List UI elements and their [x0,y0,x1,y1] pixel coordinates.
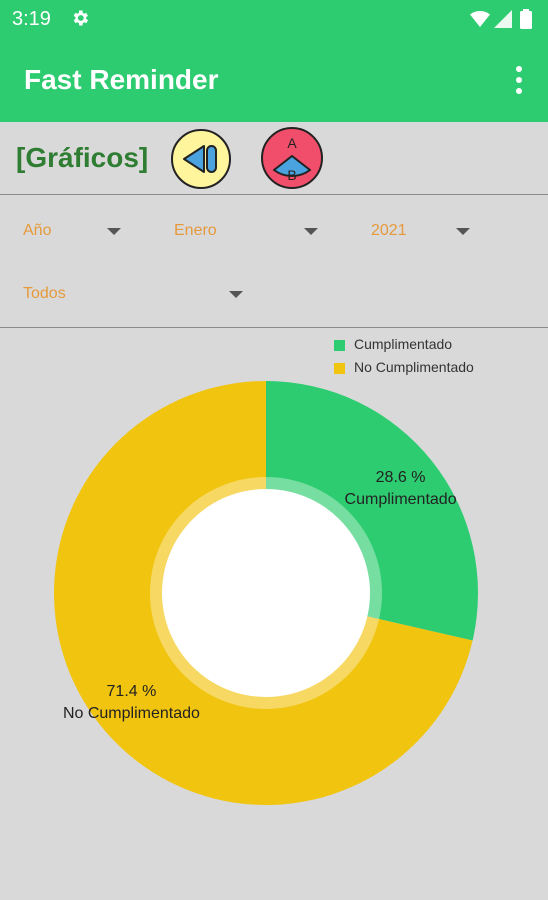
back-button[interactable] [170,128,232,190]
cellular-signal-icon [494,10,512,28]
app-title: Fast Reminder [24,64,219,95]
data-label-name: Cumplimentado [345,491,457,508]
legend-label: Cumplimentado [354,336,453,352]
period-dropdown-value: Año [23,222,52,239]
month-dropdown[interactable]: Enero [174,217,324,247]
data-label-percent: 28.6 % [376,469,426,486]
data-label-name: No Cumplimentado [63,705,200,722]
section-title: [Gráficos] [16,142,149,173]
overflow-menu-icon[interactable] [512,64,526,96]
battery-icon [520,9,532,29]
year-dropdown-value: 2021 [371,222,407,239]
legend-swatch [334,363,345,374]
chevron-down-icon [107,228,121,235]
legend-label: No Cumplimentado [354,359,474,375]
year-dropdown[interactable]: 2021 [371,217,475,247]
chart-area: 28.6 % Cumplimentado 71.4 % No Cumplimentad… [0,328,548,900]
ab-top-label: A [287,135,297,151]
period-dropdown[interactable]: Año [23,217,125,247]
ab-compare-button[interactable]: A B [260,126,324,190]
data-label-percent: 71.4 % [107,683,157,700]
app-bar: Fast Reminder [0,38,548,122]
chevron-down-icon [304,228,318,235]
legend-swatch [334,340,345,351]
chevron-down-icon [229,291,243,298]
ab-bottom-label: B [287,167,296,183]
filters-panel: Año Enero 2021 Todos [0,195,548,328]
month-dropdown-value: Enero [174,222,217,239]
status-time: 3:19 [12,8,51,30]
category-dropdown-value: Todos [23,285,66,302]
category-dropdown[interactable]: Todos [23,280,245,310]
donut-hole [162,489,370,697]
triangle-left-icon [183,145,205,173]
charts-toolbar: [Gráficos] A B [0,122,548,195]
status-bar: 3:19 [0,0,548,38]
chevron-down-icon [456,228,470,235]
donut-chart: 28.6 % Cumplimentado 71.4 % No Cumplimentad… [54,381,478,805]
settings-gear-icon [73,10,88,26]
wifi-icon [470,11,490,27]
